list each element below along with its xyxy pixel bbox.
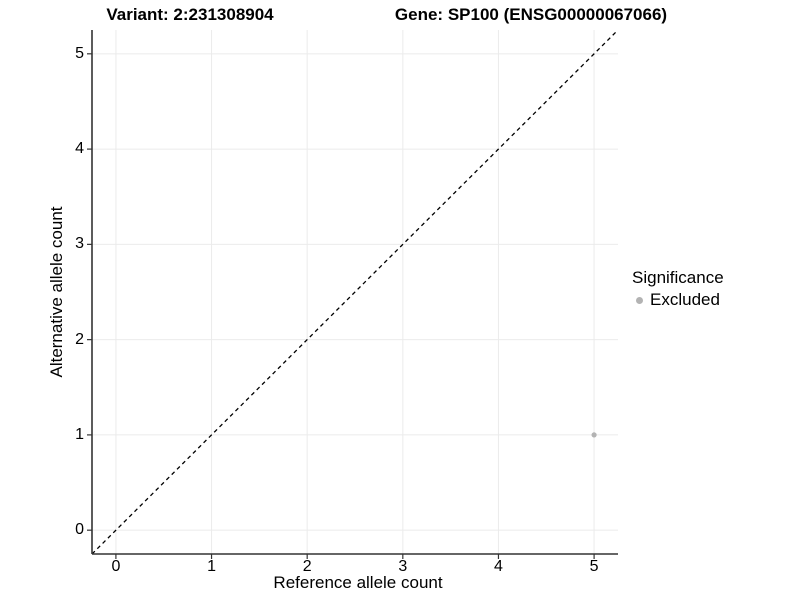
y-tick-label: 5 xyxy=(75,44,84,62)
data-point xyxy=(591,432,597,438)
y-axis-title: Alternative allele count xyxy=(47,206,66,378)
plot-title-variant: Variant: 2:231308904 xyxy=(106,5,274,24)
x-axis-title: Reference allele count xyxy=(273,573,443,592)
x-tick-label: 4 xyxy=(494,558,503,575)
x-tick-label: 1 xyxy=(207,558,216,575)
plot-title-gene: Gene: SP100 (ENSG00000067066) xyxy=(394,5,668,24)
legend: Significance Excluded xyxy=(632,268,724,310)
y-tick-label: 4 xyxy=(75,140,84,158)
legend-entry-label: Excluded xyxy=(650,290,720,309)
x-tick-label: 5 xyxy=(589,558,599,575)
y-tick-label: 0 xyxy=(75,521,84,539)
legend-title: Significance xyxy=(632,268,724,287)
y-tick-label: 1 xyxy=(75,425,84,443)
y-tick-label: 2 xyxy=(75,330,84,348)
identity-reference-line xyxy=(91,29,619,555)
x-tick-label: 0 xyxy=(111,558,121,575)
legend-entry-excluded: Excluded xyxy=(632,290,724,310)
excluded-point-icon xyxy=(636,296,643,304)
x-tick-label: 2 xyxy=(302,558,312,575)
y-tick-label: 3 xyxy=(75,235,84,253)
x-tick-label: 3 xyxy=(398,558,408,575)
